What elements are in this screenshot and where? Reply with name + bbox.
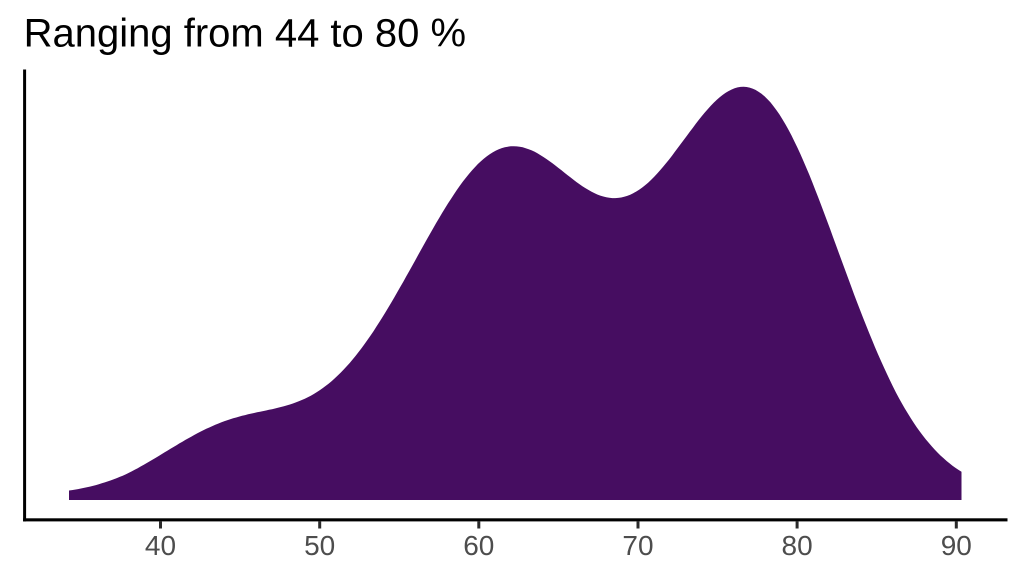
svg-text:Ranging from 44 to 80 %: Ranging from 44 to 80 %: [24, 12, 466, 56]
svg-text:80: 80: [782, 530, 813, 561]
svg-text:60: 60: [463, 530, 494, 561]
svg-text:40: 40: [145, 530, 176, 561]
svg-text:50: 50: [304, 530, 335, 561]
svg-text:90: 90: [941, 530, 972, 561]
svg-text:70: 70: [622, 530, 653, 561]
